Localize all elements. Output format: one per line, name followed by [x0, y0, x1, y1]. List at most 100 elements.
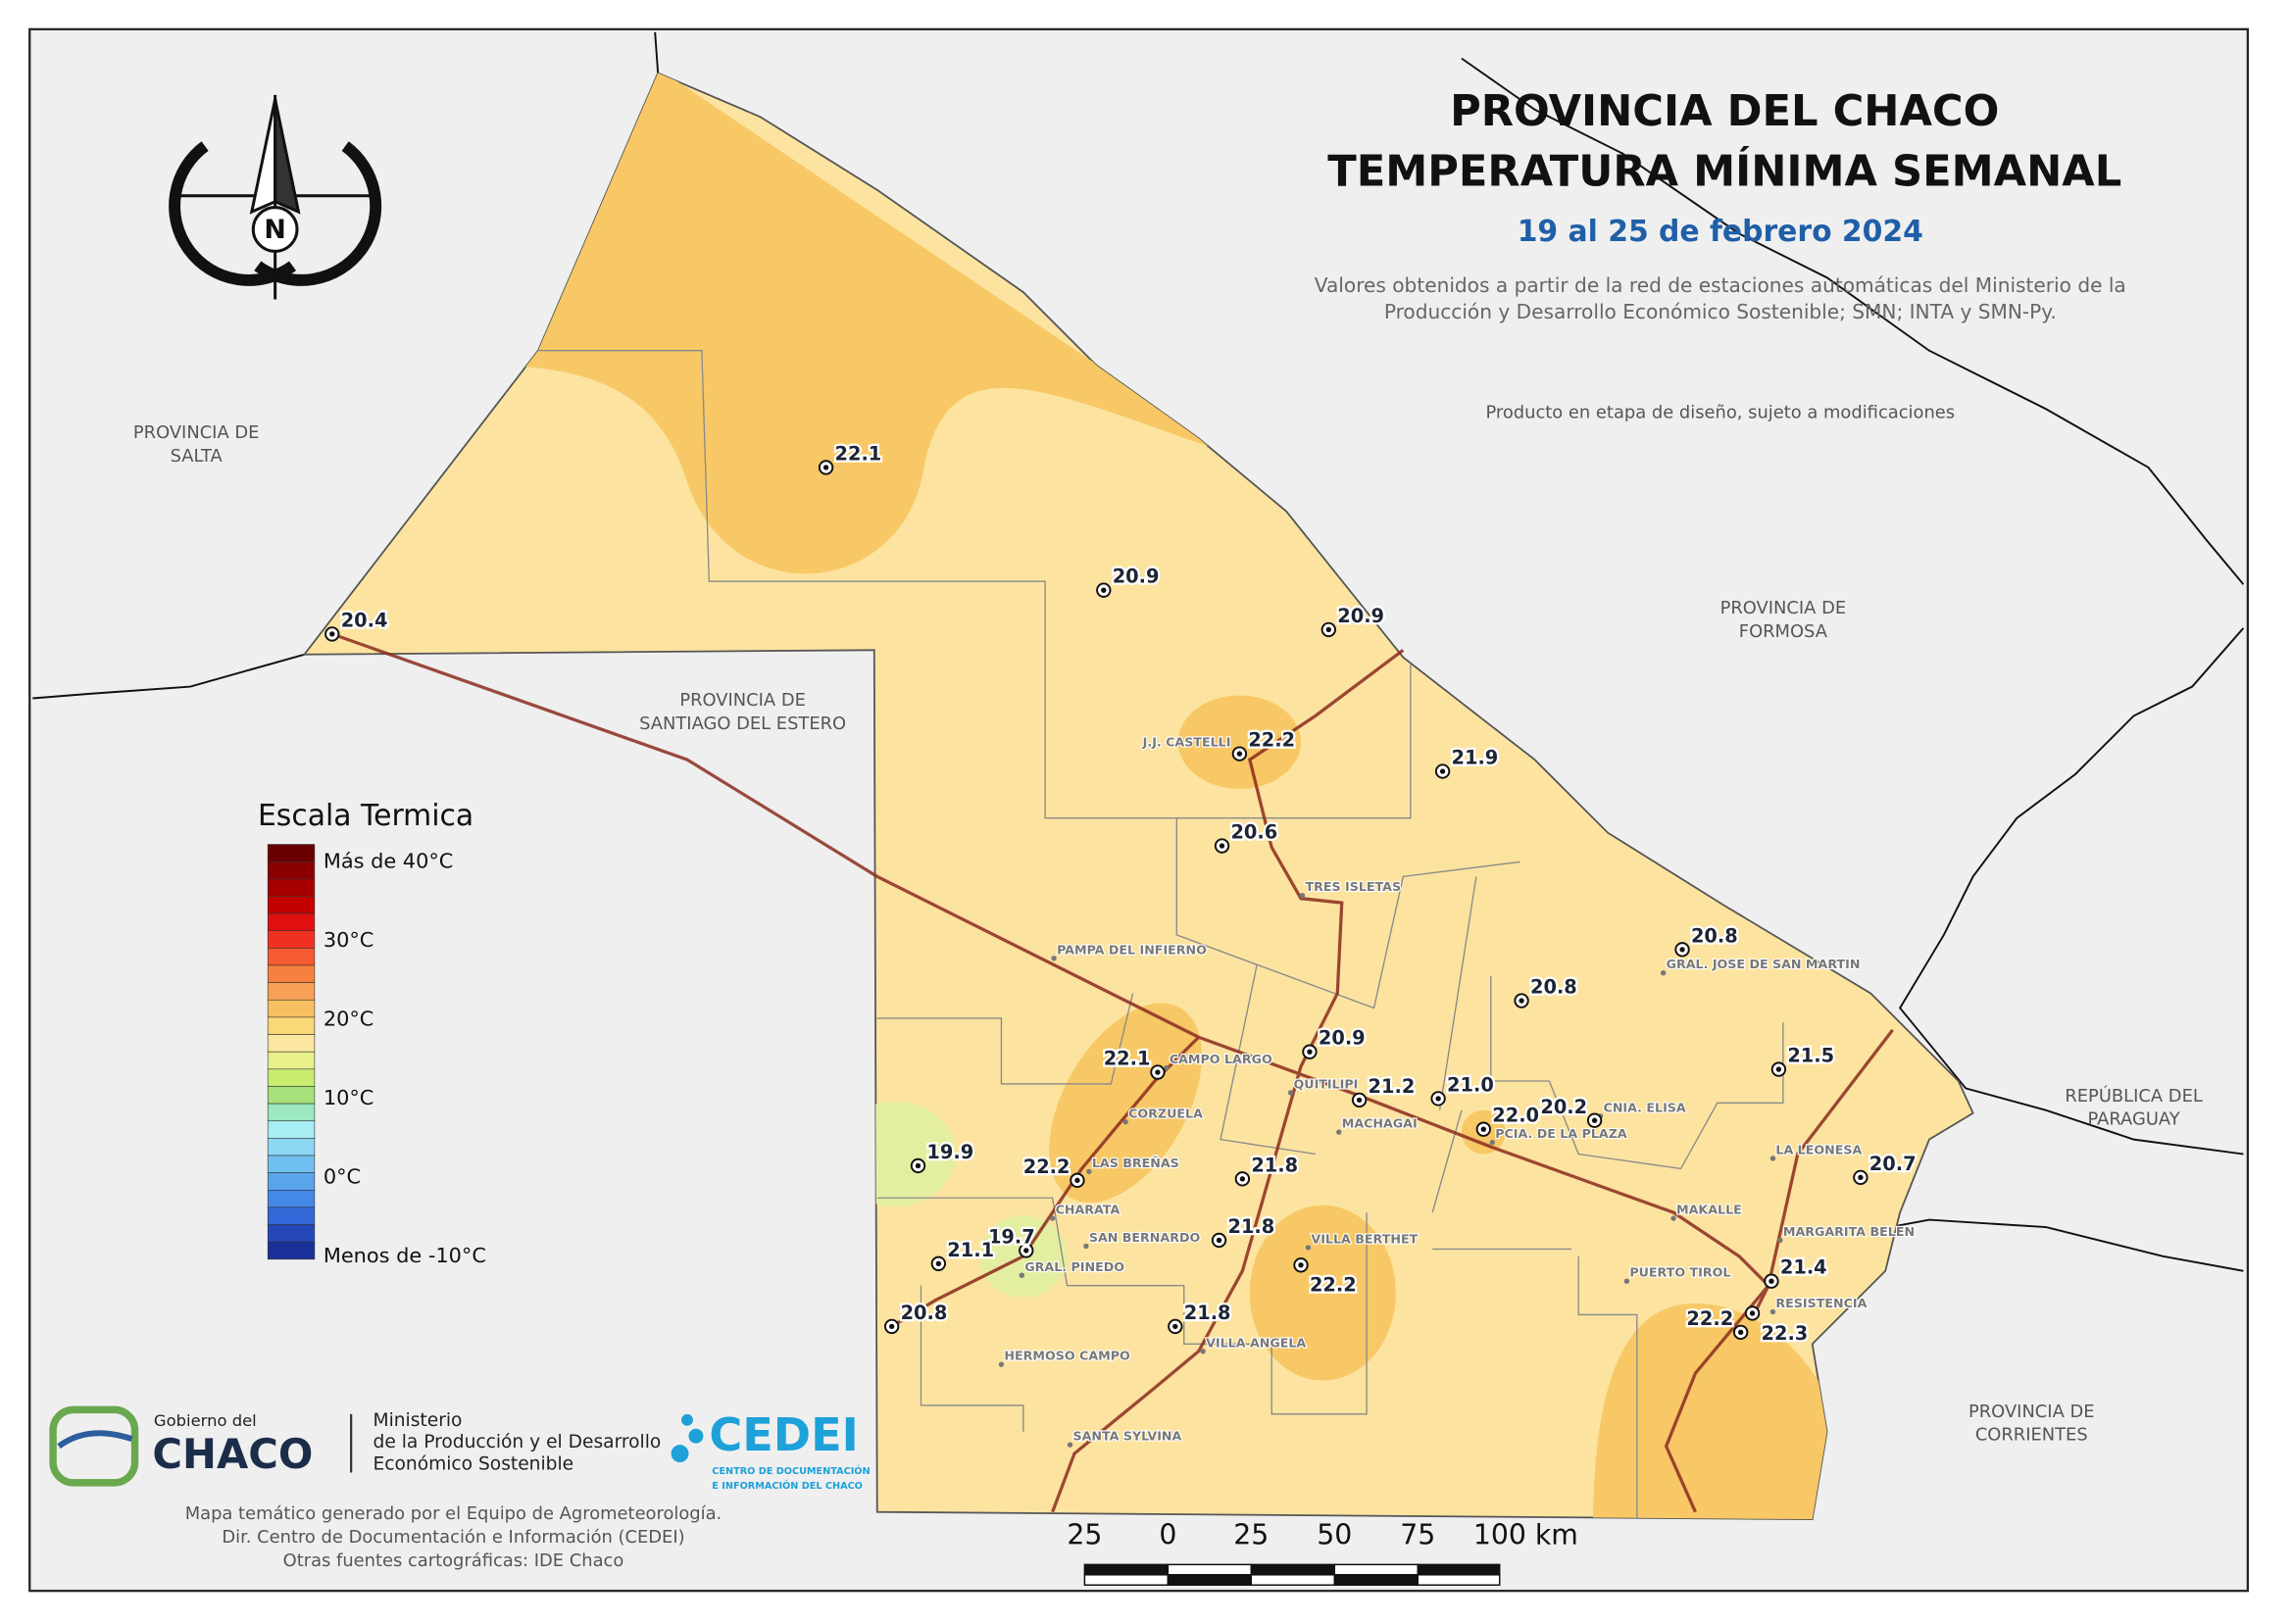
- logo-text: CEDEI: [709, 1408, 859, 1461]
- region-label: FORMOSA: [1739, 621, 1828, 642]
- station-marker: [1356, 1097, 1363, 1104]
- city-label: SAN BERNARDO: [1089, 1230, 1201, 1245]
- region-label: SANTIAGO DEL ESTERO: [639, 714, 846, 734]
- scale-label: 50: [1317, 1518, 1352, 1550]
- credit: Dir. Centro de Documentación e Informaci…: [222, 1527, 684, 1548]
- compass: [169, 94, 382, 300]
- city-label: MARGARITA BELEN: [1783, 1224, 1915, 1239]
- zone-warm: [1049, 1003, 1203, 1204]
- city-label: GRAL. PINEDO: [1024, 1259, 1124, 1274]
- city-dot: [1299, 893, 1306, 899]
- scale-label: 25: [1067, 1518, 1102, 1550]
- station-value: 21.0: [1447, 1073, 1494, 1096]
- scale-segment: [1083, 1563, 1170, 1576]
- station-marker: [1236, 751, 1243, 757]
- city-dot: [1670, 1215, 1676, 1221]
- city-label: LAS BREÑAS: [1092, 1156, 1179, 1170]
- legend-swatch: [267, 1086, 316, 1105]
- station-marker: [329, 631, 335, 637]
- station-value: 22.2: [1023, 1156, 1071, 1178]
- region-label: PROVINCIA DE: [1720, 598, 1847, 618]
- legend-swatch: [267, 1034, 316, 1053]
- station-marker: [1325, 626, 1331, 633]
- station-value: 20.4: [341, 609, 388, 631]
- scale-segment: [1083, 1574, 1170, 1586]
- legend-swatch: [267, 1224, 316, 1243]
- regions: PROVINCIA DE SALTA PROVINCIA DE FORMOSA PROV…: [133, 422, 2203, 1446]
- legend-label: 20°C: [324, 1007, 374, 1030]
- legend-label: 10°C: [324, 1086, 374, 1109]
- station-value: 20.7: [1869, 1153, 1917, 1175]
- city-label: GRAL. JOSE DE SAN MARTIN: [1667, 957, 1861, 971]
- date: 19 al 25 de febrero 2024: [1518, 215, 1923, 249]
- legend-swatch: [267, 999, 316, 1018]
- logo-text: E INFORMACIÓN DEL CHACO: [712, 1479, 863, 1492]
- city-dot: [1067, 1442, 1073, 1448]
- logo-text: CHACO: [152, 1430, 313, 1478]
- temperature-zones: [482, 73, 1842, 1520]
- description: Valores obtenidos a partir de la red de …: [1315, 273, 2126, 297]
- station-marker: [915, 1162, 922, 1169]
- city-label: PCIA. DE LA PLAZA: [1495, 1126, 1627, 1141]
- station-marker: [1023, 1248, 1029, 1254]
- station-marker: [1679, 947, 1685, 953]
- credit: Mapa temático generado por el Equipo de …: [185, 1503, 722, 1524]
- city-dot: [1769, 1308, 1776, 1315]
- legend-swatch: [267, 1068, 316, 1087]
- region-label: SALTA: [171, 446, 224, 467]
- station-value: 22.2: [1686, 1307, 1733, 1330]
- logo-text: CENTRO DE DOCUMENTACIÓN: [712, 1464, 870, 1477]
- legend-swatch: [267, 1016, 316, 1035]
- station-value: 21.8: [1251, 1154, 1298, 1176]
- city-label: QUITILIPI: [1294, 1076, 1359, 1091]
- compass-label: N: [264, 215, 285, 245]
- city-label: VILLA BERTHET: [1311, 1231, 1418, 1246]
- city-dot: [1769, 1156, 1776, 1161]
- station-value: 21.8: [1227, 1215, 1274, 1238]
- station-value: 20.9: [1113, 566, 1160, 588]
- station-value: 22.2: [1248, 729, 1295, 752]
- zone-warm: [1593, 1303, 1842, 1520]
- legend-swatch: [267, 930, 316, 949]
- region-label: PROVINCIA DE: [679, 690, 806, 711]
- station-marker: [1775, 1066, 1782, 1072]
- scale-segment: [1250, 1574, 1336, 1586]
- legend-swatch: [267, 912, 316, 932]
- legend-swatch: [267, 1206, 316, 1225]
- scale-bar: 25 0 25 50 75 100 km: [1067, 1518, 1578, 1586]
- logo-text: Gobierno del: [154, 1411, 257, 1430]
- station-marker: [1216, 1237, 1222, 1244]
- legend-label: Más de 40°C: [324, 849, 454, 872]
- city-dot: [998, 1361, 1005, 1367]
- zone-warm: [1177, 695, 1301, 789]
- station-marker: [822, 465, 829, 470]
- legend-swatch: [267, 844, 316, 862]
- scale-label: 0: [1159, 1518, 1176, 1550]
- region-label: REPÚBLICA DEL: [2065, 1085, 2203, 1107]
- station-value: 21.2: [1369, 1075, 1416, 1098]
- city-dot: [1623, 1278, 1630, 1284]
- city-label: RESISTENCIA: [1775, 1296, 1867, 1310]
- station-value: 21.5: [1787, 1045, 1834, 1067]
- logos: [49, 1405, 704, 1487]
- city-label: VILLA ANGELA: [1206, 1335, 1306, 1350]
- logo-text: Económico Sostenible: [374, 1453, 574, 1474]
- station-marker: [1307, 1049, 1313, 1055]
- station-marker: [1074, 1177, 1080, 1184]
- station-marker: [1519, 998, 1524, 1004]
- legend-swatch: [267, 1103, 316, 1122]
- legend-swatch: [267, 1189, 316, 1208]
- credit: Otras fuentes cartográficas: IDE Chaco: [283, 1550, 624, 1571]
- legend-swatch: [267, 896, 316, 914]
- legend-swatch: [267, 878, 316, 897]
- city-label: LA LEONESA: [1775, 1143, 1862, 1157]
- city-label: SANTA SYLVINA: [1072, 1429, 1181, 1444]
- city-dot: [1305, 1245, 1312, 1251]
- city-dot: [1019, 1272, 1024, 1278]
- station-marker: [888, 1323, 895, 1330]
- station-value: 22.1: [835, 443, 882, 466]
- station-value: 21.4: [1780, 1256, 1827, 1279]
- city-dot: [1336, 1129, 1342, 1135]
